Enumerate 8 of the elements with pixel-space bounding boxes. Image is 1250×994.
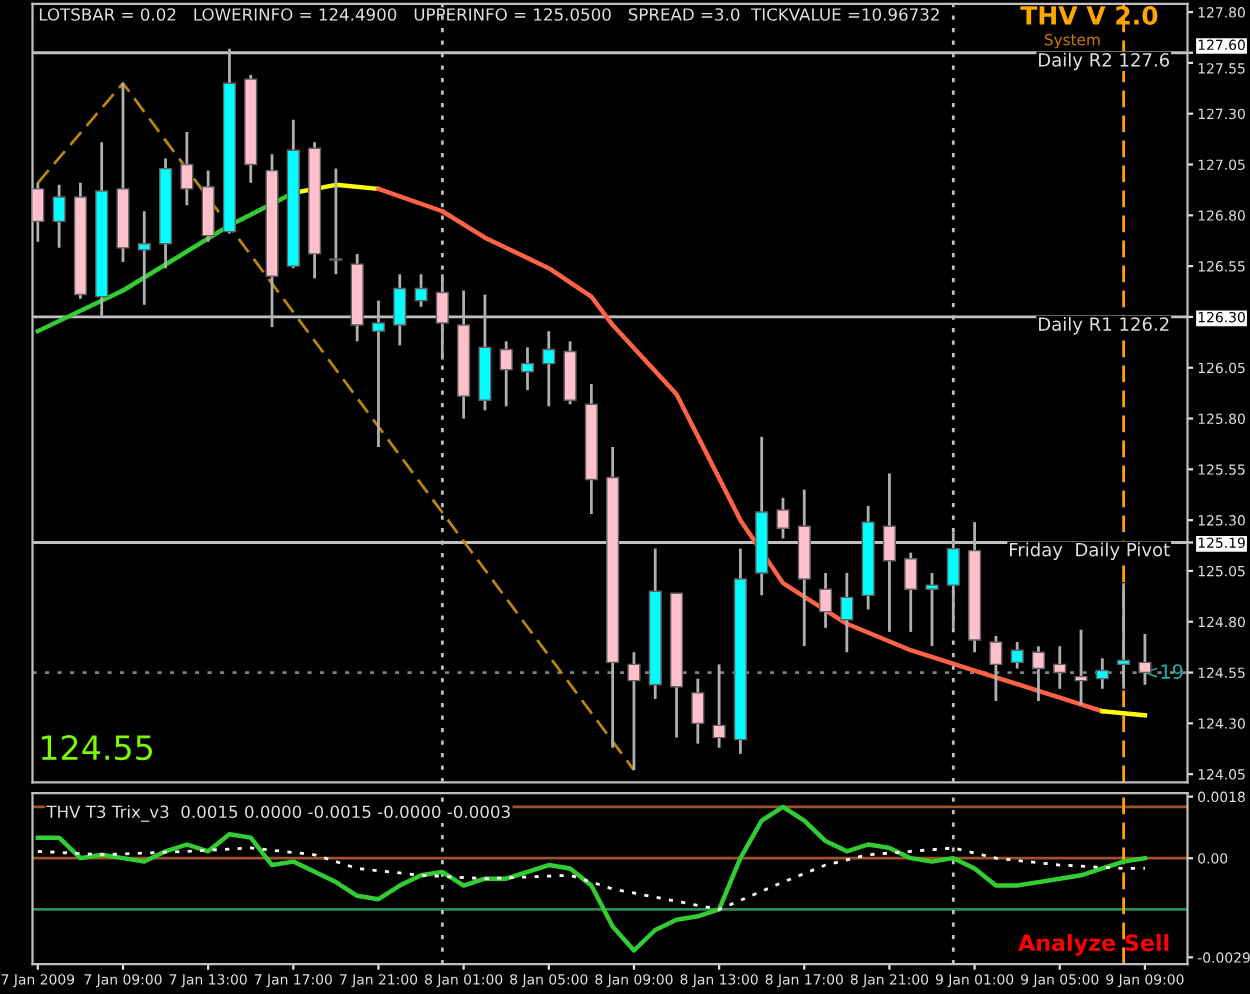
ref-line-label: Daily R1 126.2 (1039, 316, 1169, 335)
annotation: 124.55 (41, 735, 152, 761)
chart-title: THV V 2.0 (1020, 5, 1158, 25)
text: THV T3 Trix_v3 0.0015 0.0000 -0.0015 -0.0000 -0.0003 (46, 805, 510, 822)
annotation: LOTSBAR = 0.02 LOWERINFO = 124.4900 UPPERINFO = 125.0500 SPREAD =3.0 TICKVALUE =10.96732 (39, 8, 939, 21)
ref-line-label: Daily R2 127.6 (1039, 52, 1170, 71)
ref-line-label: Friday Daily Pivot (1010, 542, 1170, 560)
annotation: Analyze Sell (1018, 933, 1169, 956)
